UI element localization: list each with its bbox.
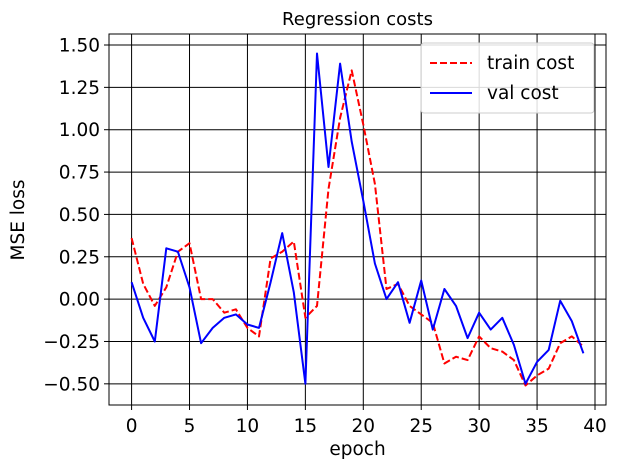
y-tick-label: 0.00	[59, 290, 100, 311]
y-tick-label: 1.50	[59, 36, 100, 57]
x-tick-label: 40	[583, 416, 607, 437]
x-tick-label: 10	[236, 416, 260, 437]
x-tick-label: 5	[184, 416, 196, 437]
x-tick-label: 35	[525, 416, 549, 437]
x-axis-label: epoch	[329, 439, 385, 460]
x-tick-label: 0	[126, 416, 138, 437]
legend-box	[420, 42, 595, 114]
y-axis: −0.50 −0.25 0.00 0.25 0.50 0.75 1.00 1.25 1.50	[43, 36, 109, 395]
x-tick-label: 15	[294, 416, 318, 437]
series-lines	[130, 52, 585, 387]
y-tick-label: −0.50	[43, 374, 100, 395]
y-tick-label: 0.50	[59, 205, 100, 226]
x-tick-label: 20	[352, 416, 376, 437]
y-axis-label: MSE loss	[8, 179, 29, 260]
x-axis: 0 5 10 15 20 25 30 35 40	[126, 405, 607, 437]
legend: train cost val cost	[420, 42, 595, 114]
y-tick-label: 1.00	[59, 120, 100, 141]
series-line-val-cost	[130, 52, 585, 385]
y-tick-label: 0.25	[59, 247, 100, 268]
y-tick-label: 1.25	[59, 78, 100, 99]
legend-label-val: val cost	[487, 83, 559, 104]
y-tick-label: 0.75	[59, 163, 100, 184]
y-tick-label: −0.25	[43, 332, 100, 353]
x-tick-label: 25	[409, 416, 433, 437]
x-tick-label: 30	[467, 416, 491, 437]
chart-title: Regression costs	[282, 9, 433, 30]
plot-frame	[108, 33, 607, 406]
legend-label-train: train cost	[487, 53, 574, 74]
